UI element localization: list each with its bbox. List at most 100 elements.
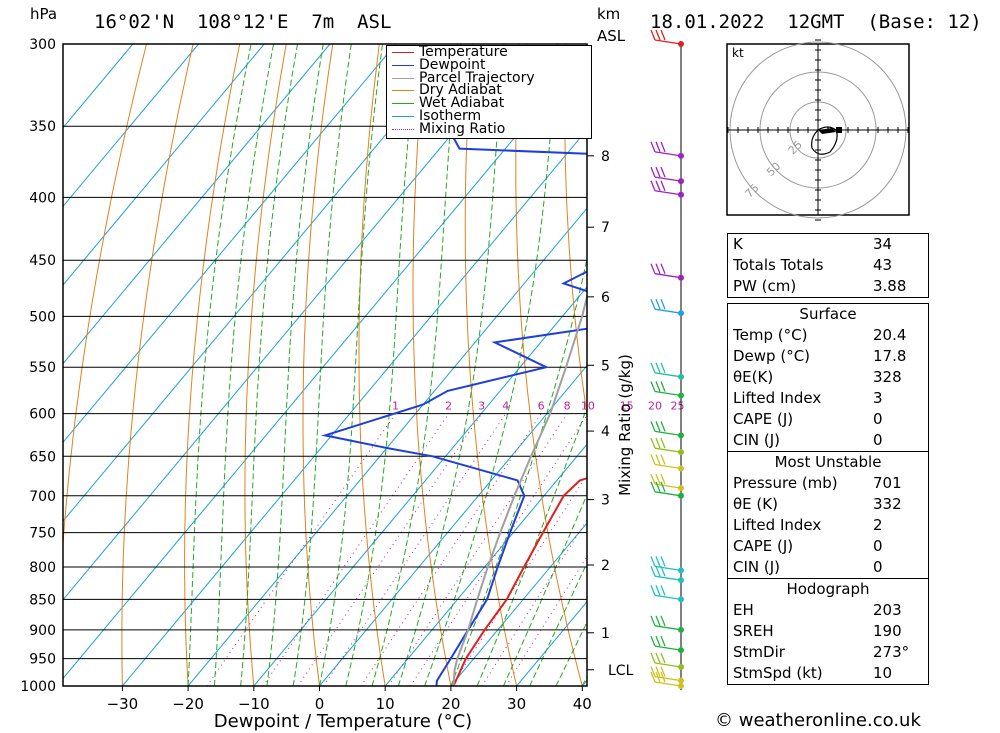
mixing-ratio-label: 1: [392, 400, 399, 413]
series-temperature: [452, 477, 587, 686]
wind-barb: [650, 481, 682, 497]
pressure-tick-label: 300: [29, 37, 56, 53]
mixing-ratio-label: 2: [445, 400, 452, 413]
pressure-tick-label: 850: [29, 592, 56, 608]
legend: Temperature Dewpoint Parcel Trajectory Dry …: [386, 45, 592, 139]
wind-barb-flag: [660, 263, 666, 274]
wind-barb-flag: [655, 635, 661, 647]
index-value: 34: [873, 235, 893, 253]
index-value: 10: [873, 664, 893, 682]
legend-swatch: [392, 128, 414, 130]
surface-header: Surface: [728, 303, 928, 325]
wind-barb-flag: [660, 565, 666, 577]
wind-barb-flag: [655, 585, 661, 596]
height-tick-label: 4: [601, 424, 610, 440]
height-tick-label: 1: [601, 626, 610, 642]
legend-swatch: [392, 103, 414, 105]
wet-adiabat-line: [529, 561, 587, 686]
wind-barb-flag: [660, 454, 666, 465]
dry-adiabat-line: [302, 44, 334, 686]
series-parcel-trajectory: [452, 292, 587, 686]
wind-barb-shaft: [654, 483, 682, 489]
index-value: 328: [873, 368, 902, 386]
wind-barb: [650, 556, 682, 571]
legend-swatch: [392, 77, 414, 79]
index-value: 0: [873, 431, 883, 449]
axes: −30 −20 −10 0 10 20 30 40 Dewpoint / Temperature…: [62, 43, 685, 732]
wind-barb-shaft: [654, 463, 682, 470]
wind-barb-flag: [655, 652, 661, 664]
index-key: StmDir: [733, 643, 785, 661]
hodograph-header: Hodograph: [728, 578, 928, 600]
wind-barb-flag: [650, 454, 656, 465]
index-value: 203: [873, 601, 902, 619]
index-key: θE (K): [733, 495, 778, 513]
series-dewpoint: [321, 54, 587, 686]
pressure-lines: 300 350 400 450 500 550 600 650 700 750 800 850 900 9…: [20, 37, 587, 695]
index-row: Lifted Index 2: [728, 515, 928, 536]
wind-barb: [650, 421, 682, 437]
wind-barb-flag: [650, 29, 656, 41]
wind-barb-shaft: [654, 176, 682, 182]
index-key: K: [733, 235, 743, 253]
height-tick-label: 5: [601, 358, 610, 374]
wind-barb-flag: [650, 437, 656, 449]
height-unit-label: km: [597, 5, 621, 23]
wind-barb-flag: [650, 635, 656, 647]
legend-swatch: [392, 64, 414, 66]
wind-barb-shaft: [654, 308, 682, 314]
storm-motion-marker: [818, 128, 836, 134]
legend-label: Dewpoint: [419, 56, 486, 73]
wind-barb: [650, 263, 682, 279]
index-value: 3: [873, 389, 883, 407]
isotherm-line: [384, 443, 587, 686]
mixing-ratio-line: [262, 413, 450, 686]
isotherm-line: [63, 44, 462, 522]
dry-adiabat-line: [412, 44, 452, 686]
pressure-tick-label: 800: [29, 560, 56, 576]
mixing-ratio-label: 25: [671, 400, 685, 413]
index-key: CIN (J): [733, 431, 781, 449]
pressure-unit-label: hPa: [30, 5, 58, 23]
wind-barb-flag: [655, 362, 661, 374]
wet-adiabat-line: [187, 44, 252, 686]
wind-barb: [650, 473, 682, 489]
mixing-ratio-label: 8: [564, 400, 571, 413]
index-row: StmSpd (kt) 10: [728, 663, 928, 684]
wind-barb-flag: [655, 473, 661, 485]
legend-entry: Wet Adiabat: [387, 96, 591, 110]
wind-barb-shaft: [654, 39, 682, 45]
index-row: K 34: [728, 234, 928, 255]
wind-barb-flag: [655, 437, 661, 449]
wind-barb-flag: [655, 263, 661, 274]
wind-barb-shaft: [654, 390, 682, 397]
legend-swatch: [392, 90, 414, 92]
wind-barb-flag: [660, 29, 666, 41]
index-value: 190: [873, 622, 902, 640]
legend-swatch: [392, 115, 414, 117]
pressure-tick-label: 650: [29, 449, 56, 465]
dry-adiabat-line: [515, 44, 583, 686]
wind-barb-shaft: [654, 190, 682, 196]
mixing-ratio-label: 3: [478, 400, 485, 413]
index-key: StmSpd (kt): [733, 664, 823, 682]
wind-barb-flag: [655, 481, 661, 493]
index-value: 273°: [873, 643, 910, 661]
pressure-tick-label: 950: [29, 652, 56, 668]
index-value: 0: [873, 558, 883, 576]
datetime-title: 18.01.2022 12GMT (Base: 12): [650, 11, 982, 33]
wind-barb-flag: [655, 454, 661, 465]
wind-barb-shaft: [654, 681, 682, 687]
height-tick-label: 3: [601, 493, 610, 509]
height-tick-label: 8: [601, 149, 610, 165]
index-table-surface: Surface Temp (°C) 20.4 Dewp (°C) 17.8 θE(K) 3…: [727, 303, 929, 685]
index-row: PW (cm) 3.88: [728, 276, 928, 297]
wind-barb-shaft: [654, 151, 682, 157]
wind-barb-flag: [655, 421, 661, 432]
index-key: θE(K): [733, 368, 774, 386]
index-value: 2: [873, 516, 883, 534]
wet-adiabat-line: [371, 44, 459, 686]
wind-barb-flag: [660, 585, 666, 596]
x-tick-label: −10: [238, 695, 270, 713]
